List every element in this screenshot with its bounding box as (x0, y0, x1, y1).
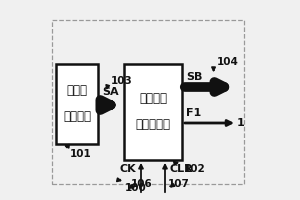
Text: 100: 100 (125, 183, 147, 193)
Text: 104: 104 (217, 57, 239, 67)
Text: 与输出电路: 与输出电路 (136, 118, 170, 132)
Text: CLR: CLR (170, 164, 194, 174)
Bar (124, 64, 182, 160)
Bar (52, 20, 244, 184)
Text: 107: 107 (168, 179, 190, 189)
Text: CK: CK (119, 164, 136, 174)
Text: 106: 106 (131, 179, 153, 189)
Text: 敏感电路: 敏感电路 (63, 110, 91, 123)
Text: 信息存储: 信息存储 (139, 92, 167, 106)
Text: SB: SB (186, 72, 202, 82)
Text: 103: 103 (111, 76, 133, 86)
Text: 102: 102 (184, 164, 206, 174)
Text: SA: SA (102, 87, 119, 97)
Text: 1: 1 (237, 118, 245, 128)
Text: F1: F1 (186, 108, 201, 118)
Text: 101: 101 (70, 149, 92, 159)
Text: 微裂纹: 微裂纹 (67, 84, 88, 97)
Bar (56, 64, 98, 144)
